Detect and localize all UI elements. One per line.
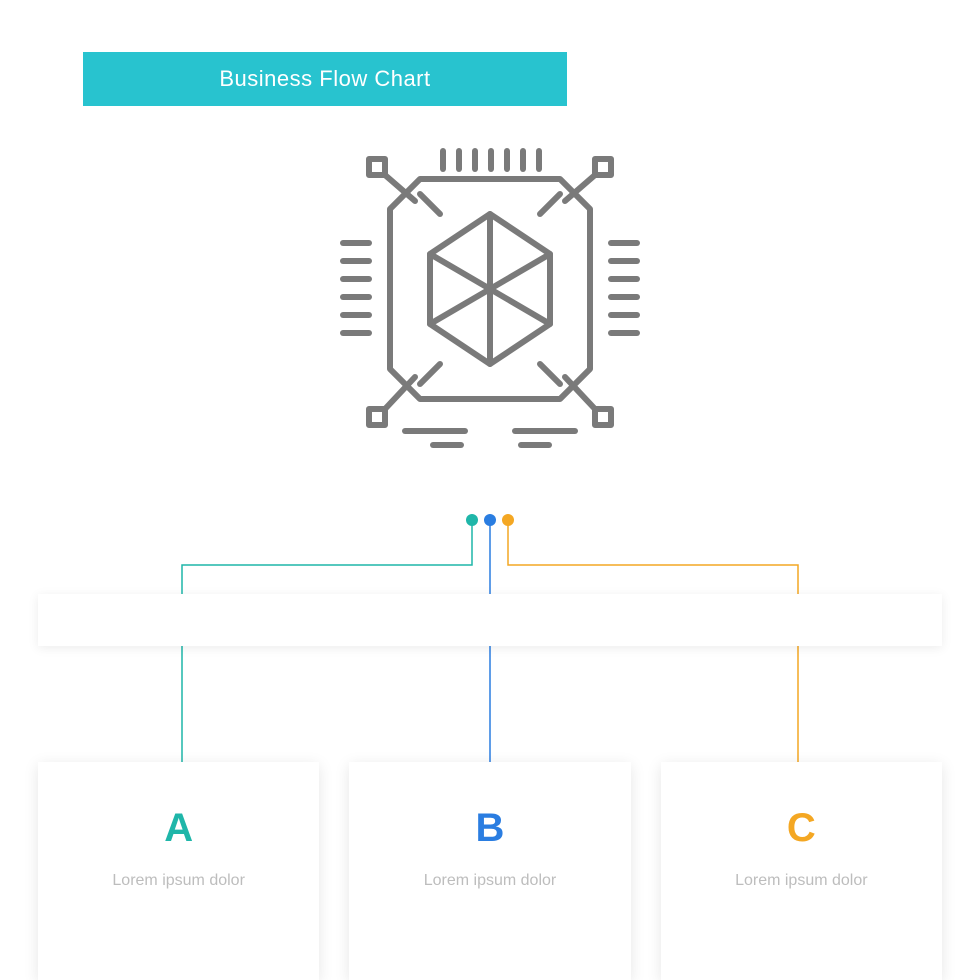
card-body: Lorem ipsum dolor — [38, 869, 319, 892]
page-title: Business Flow Chart — [219, 66, 430, 92]
card-letter: B — [349, 806, 630, 851]
info-card: A Lorem ipsum dolor — [38, 762, 319, 980]
card-letter: A — [38, 806, 319, 851]
hero-chip-icon — [335, 139, 645, 449]
cards-row: A Lorem ipsum dolor B Lorem ipsum dolor C Lor… — [38, 762, 942, 980]
info-card: C Lorem ipsum dolor — [661, 762, 942, 980]
connector-dot — [466, 514, 478, 526]
connector-dot — [484, 514, 496, 526]
card-letter: C — [661, 806, 942, 851]
divider-bar — [38, 594, 942, 646]
header-bar: Business Flow Chart — [83, 52, 567, 106]
info-card: B Lorem ipsum dolor — [349, 762, 630, 980]
card-body: Lorem ipsum dolor — [661, 869, 942, 892]
card-body: Lorem ipsum dolor — [349, 869, 630, 892]
connector-dot — [502, 514, 514, 526]
